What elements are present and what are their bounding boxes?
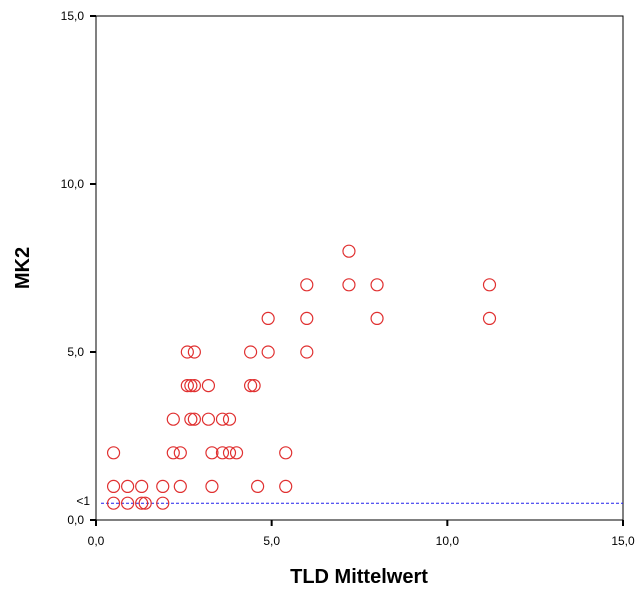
scatter-point [166, 412, 180, 426]
x-axis-ticks: 0,0 5,0 10,0 15,0 [88, 520, 635, 548]
scatter-point [173, 479, 187, 493]
scatter-point [279, 479, 293, 493]
scatter-point [300, 345, 314, 359]
scatter-point [243, 379, 258, 393]
scatter-point [166, 446, 180, 460]
scatter-point [205, 479, 219, 493]
y-tick-label: 0,0 [67, 513, 84, 527]
scatter-point [482, 278, 497, 292]
scatter-point [187, 412, 201, 426]
scatter-point [261, 311, 275, 325]
scatter-point [261, 345, 275, 359]
scatter-point [222, 446, 237, 460]
scatter-points [106, 244, 497, 510]
scatter-point [121, 479, 135, 493]
scatter-point [180, 379, 194, 393]
scatter-point [156, 479, 170, 493]
scatter-point [187, 345, 201, 359]
plot-frame [95, 15, 624, 521]
scatter-point [243, 345, 258, 359]
scatter-point [135, 496, 149, 510]
scatter-point [370, 278, 384, 292]
scatter-point [342, 278, 356, 292]
scatter-point [370, 311, 384, 325]
scatter-point [251, 479, 265, 493]
y-axis-ticks: 0,0 5,0 10,0 15,0 [61, 9, 96, 527]
scatter-point [201, 379, 216, 393]
scatter-point [187, 379, 201, 393]
scatter-point [138, 496, 152, 510]
scatter-point [184, 412, 198, 426]
scatter-point [215, 412, 230, 426]
scatter-point [279, 446, 293, 460]
scatter-point [156, 496, 170, 510]
scatter-point [215, 446, 230, 460]
scatter-point [229, 446, 244, 460]
x-tick-label: 5,0 [263, 534, 280, 548]
scatter-point [106, 479, 121, 493]
scatter-point [205, 446, 219, 460]
scatter-point [300, 311, 314, 325]
scatter-point [173, 446, 187, 460]
y-tick-label: 10,0 [61, 177, 85, 191]
scatter-point [222, 412, 237, 426]
scatter-point [201, 412, 216, 426]
scatter-point [106, 446, 121, 460]
y-axis-title: MK2 [12, 247, 34, 289]
scatter-point [135, 479, 149, 493]
y-tick-label: 5,0 [67, 345, 84, 359]
reference-line-label: <1 [76, 494, 90, 508]
scatter-point [342, 244, 356, 258]
y-tick-label: 15,0 [61, 9, 85, 23]
scatter-point [180, 345, 194, 359]
x-tick-label: 15,0 [611, 534, 635, 548]
scatter-point [300, 278, 314, 292]
x-tick-label: 10,0 [436, 534, 460, 548]
scatter-point [247, 379, 261, 393]
scatter-point [184, 379, 198, 393]
x-tick-label: 0,0 [88, 534, 105, 548]
scatter-point [482, 311, 497, 325]
x-axis-title: TLD Mittelwert [290, 566, 428, 588]
scatter-point [106, 496, 121, 510]
scatter-point [121, 496, 135, 510]
